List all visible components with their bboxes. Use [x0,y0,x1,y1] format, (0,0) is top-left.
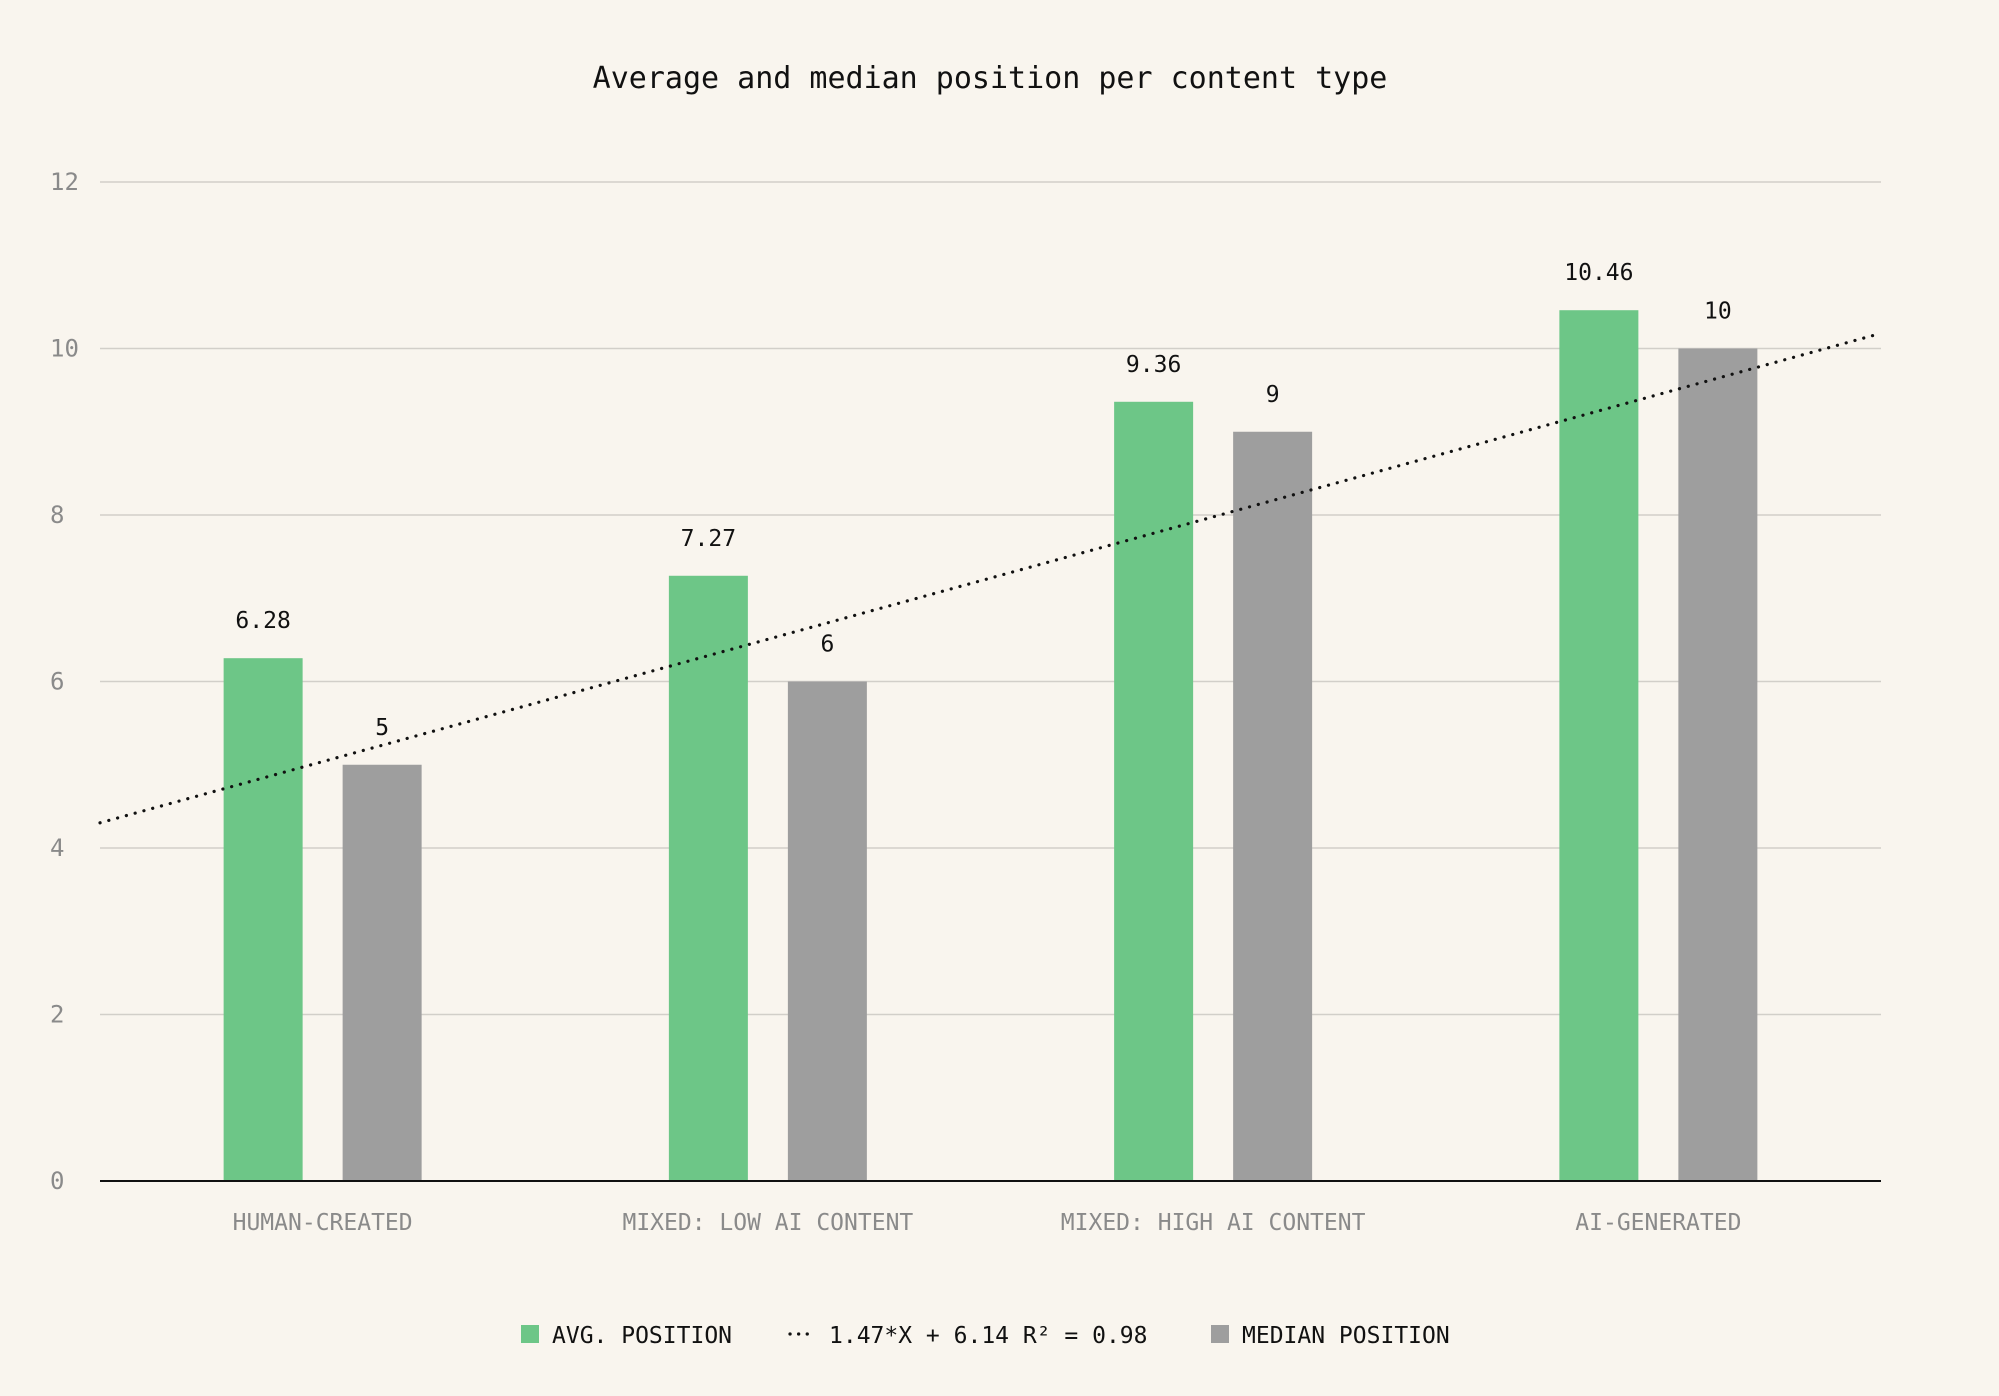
data-label-median: 5 [375,715,389,741]
y-tick-label: 2 [50,1001,64,1029]
bar-median-position [342,764,422,1181]
x-tick-label: MIXED: HIGH AI CONTENT [1061,1210,1366,1236]
x-tick-label: HUMAN-CREATED [233,1210,413,1236]
bar-median-position [787,681,867,1181]
bar-avg-position [1114,401,1194,1181]
y-tick-label: 0 [50,1167,64,1195]
legend-trendline-label: 1.47*X + 6.14 R² = 0.98 [829,1323,1148,1349]
bar-avg-position [1559,310,1639,1182]
data-label-avg: 6.28 [235,608,290,634]
bars-layer [223,310,1758,1182]
y-tick-label: 12 [50,168,79,196]
legend-median-swatch [1211,1325,1229,1343]
data-label-median: 9 [1266,382,1280,408]
y-tick-label: 4 [50,834,64,862]
data-labels-layer: 6.28 5 HUMAN-CREATED 7.27 6 MIXED: LOW AI CON… [233,260,1742,1236]
legend: AVG. POSITION 1.47*X + 6.14 R² = 0.98 ME… [521,1323,1450,1349]
y-tick-label: 8 [50,501,64,529]
data-label-avg: 10.46 [1564,260,1633,286]
y-tick-label: 10 [50,335,79,363]
legend-median-label: MEDIAN POSITION [1242,1323,1450,1349]
trendline-layer [98,331,1883,825]
data-label-avg: 9.36 [1126,352,1181,378]
bar-median-position [1678,348,1758,1181]
bar-avg-position [223,658,303,1181]
data-label-median: 6 [820,632,834,658]
trendline [98,331,1883,825]
data-label-median: 10 [1704,299,1732,325]
x-tick-label: MIXED: LOW AI CONTENT [622,1210,913,1236]
data-label-avg: 7.27 [681,526,736,552]
chart-title: Average and median position per content … [593,61,1388,96]
legend-avg-label: AVG. POSITION [552,1323,732,1349]
bar-median-position [1233,431,1313,1181]
legend-avg-swatch [521,1325,539,1343]
bar-avg-position [668,575,748,1181]
x-tick-label: AI-GENERATED [1575,1210,1741,1236]
y-tick-label: 6 [50,668,64,696]
